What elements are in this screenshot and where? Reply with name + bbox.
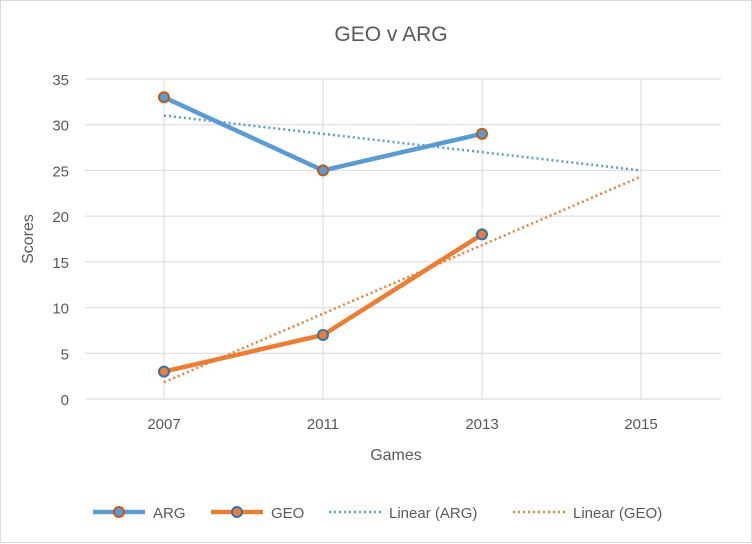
- y-tick-label: 25: [52, 163, 69, 180]
- data-point-geo: [317, 329, 329, 341]
- data-point-arg: [158, 91, 170, 104]
- legend-label: GEO: [271, 505, 304, 522]
- y-tick-label: 0: [61, 392, 69, 409]
- legend-label: Linear (GEO): [573, 505, 662, 522]
- x-tick-label: 2015: [624, 416, 657, 433]
- chart-title: GEO v ARG: [334, 23, 447, 46]
- y-tick-label: 35: [52, 72, 69, 89]
- data-point-arg: [476, 127, 488, 140]
- legend-label: Linear (ARG): [389, 505, 477, 522]
- y-tick-label: 10: [52, 301, 69, 318]
- x-axis-label: Games: [370, 447, 422, 464]
- x-tick-label: 2011: [307, 416, 339, 433]
- gridlines: [85, 78, 721, 400]
- legend-item: Linear (GEO): [513, 505, 662, 522]
- y-axis-label: Scores: [20, 214, 37, 264]
- y-tick-label: 15: [52, 255, 69, 272]
- x-tick-label: 2013: [465, 416, 498, 433]
- data-point-geo: [476, 228, 488, 241]
- legend-marker: [113, 506, 125, 518]
- y-tick-label: 5: [61, 346, 69, 363]
- legend-item: GEO: [211, 505, 304, 522]
- series-markers: [158, 91, 488, 378]
- trendline-linear-arg-: [163, 114, 642, 172]
- x-tick-labels: 2007 2011 2013 2015: [147, 416, 657, 433]
- y-tick-label: 20: [52, 209, 69, 226]
- data-point-arg: [317, 164, 329, 177]
- trendlines: [163, 114, 642, 384]
- legend-item: ARG: [93, 505, 186, 522]
- legend-label: ARG: [153, 505, 186, 522]
- y-tick-labels: 0 5 10 15 20 25 30 35: [52, 72, 69, 409]
- legend-item: Linear (ARG): [329, 505, 477, 522]
- legend: ARG GEO Linear (ARG) Linear (GEO): [93, 505, 662, 522]
- data-point-geo: [158, 365, 170, 378]
- trendline-linear-geo-: [163, 175, 642, 384]
- x-tick-label: 2007: [147, 416, 180, 433]
- legend-marker: [231, 506, 243, 518]
- y-tick-label: 30: [52, 118, 69, 135]
